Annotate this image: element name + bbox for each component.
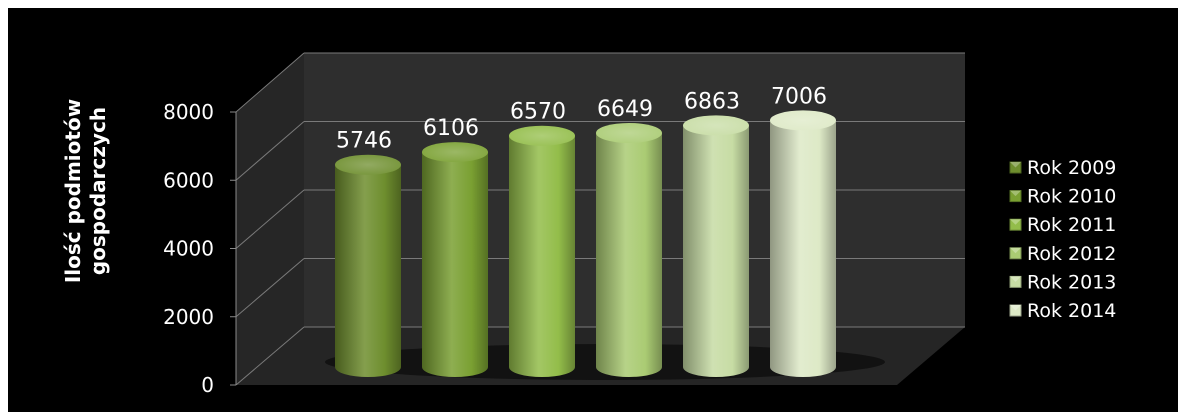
y-tick-labels: 0 2000 4000 6000 8000 xyxy=(163,100,236,397)
y-tick-label: 4000 xyxy=(163,237,214,261)
bar-body xyxy=(509,135,575,377)
y-tick-label: 2000 xyxy=(163,305,214,329)
legend-swatch-shade xyxy=(1010,305,1021,311)
data-label: 6570 xyxy=(510,100,566,125)
bar-body xyxy=(596,132,662,377)
bar-top xyxy=(770,110,836,131)
y-tick-label: 6000 xyxy=(163,168,214,192)
legend-swatch-shade xyxy=(1010,190,1021,197)
gridline-side xyxy=(235,189,305,249)
data-labels: 5746 6106 6570 6649 6863 7006 xyxy=(336,84,827,153)
data-label: 6106 xyxy=(423,116,479,141)
legend-swatch-shade xyxy=(1010,162,1021,168)
chart-frame: 0 2000 4000 6000 8000 Ilość podmiotów gospod… xyxy=(8,8,1178,412)
gridline-side xyxy=(235,121,305,181)
bar-body xyxy=(770,120,836,378)
gridline-side xyxy=(235,52,305,113)
bar xyxy=(422,142,488,377)
data-label: 5746 xyxy=(336,129,392,154)
data-label: 6863 xyxy=(684,89,740,114)
bar-top xyxy=(596,122,662,143)
data-label: 6649 xyxy=(597,97,653,122)
legend-label: Rok 2010 xyxy=(1027,186,1116,208)
legend-label: Rok 2014 xyxy=(1027,300,1116,322)
y-tick-label: 8000 xyxy=(163,100,214,124)
y-axis-label: Ilość podmiotów gospodarczych xyxy=(61,99,110,283)
legend: Rok 2009 Rok 2010 Rok 2011 Rok 2012 Rok 2013… xyxy=(1009,157,1116,322)
legend-label: Rok 2011 xyxy=(1027,214,1116,236)
legend-label: Rok 2009 xyxy=(1027,157,1116,179)
bar xyxy=(509,125,575,377)
legend-label: Rok 2013 xyxy=(1027,271,1116,293)
bar xyxy=(596,122,662,377)
bars xyxy=(325,110,885,380)
bar-body xyxy=(683,125,749,378)
gridline-side xyxy=(235,326,305,386)
bar-top xyxy=(509,125,575,146)
gridline-side xyxy=(235,258,305,318)
legend-swatch-shade xyxy=(1010,247,1021,254)
chart-svg: 0 2000 4000 6000 8000 Ilość podmiotów gospod… xyxy=(61,52,1116,397)
bar xyxy=(683,115,749,378)
data-label: 7006 xyxy=(771,84,827,109)
legend-label: Rok 2012 xyxy=(1027,243,1116,265)
bar-top xyxy=(335,154,401,175)
bar-top xyxy=(683,115,749,136)
bar-body xyxy=(422,152,488,377)
bar-top xyxy=(422,142,488,163)
legend-swatch-shade xyxy=(1010,219,1021,225)
y-tick-label: 0 xyxy=(201,373,214,397)
y-axis-label-line-1: Ilość podmiotów xyxy=(61,99,85,283)
bar xyxy=(770,110,836,378)
y-axis-label-line-2: gospodarczych xyxy=(86,107,110,275)
bar-body xyxy=(335,164,401,377)
legend-swatch-shade xyxy=(1010,276,1021,282)
bar xyxy=(335,154,401,377)
